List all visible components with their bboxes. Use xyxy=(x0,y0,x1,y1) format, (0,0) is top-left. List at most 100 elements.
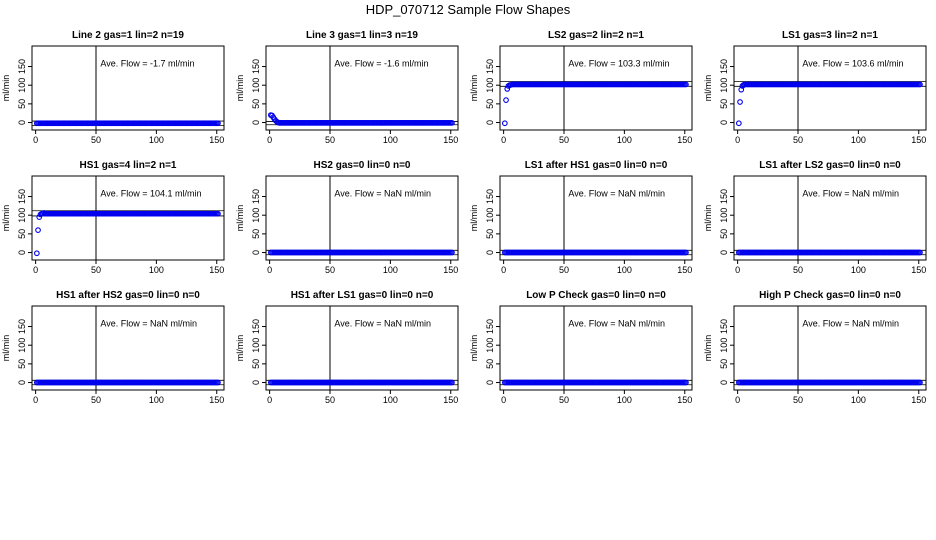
y-tick-label: 0 xyxy=(251,250,261,255)
x-tick-label: 50 xyxy=(91,135,101,145)
average-flow-annotation: Ave. Flow = 103.3 ml/min xyxy=(568,59,669,69)
y-tick-label: 100 xyxy=(17,338,27,353)
chart-panel: HS1 after LS1 gas=0 lin=0 n=0 0 50 100 150 0 5… xyxy=(235,290,459,405)
annotation-bg xyxy=(333,57,430,70)
x-tick-label: 0 xyxy=(33,395,38,405)
plot-frame xyxy=(733,305,927,391)
y-tick-label: 50 xyxy=(17,229,27,239)
y-axis-label: ml/min xyxy=(235,335,245,362)
x-tick-label: 50 xyxy=(559,135,569,145)
average-flow-annotation: Ave. Flow = 104.1 ml/min xyxy=(100,189,201,199)
figure-title: HDP_070712 Sample Flow Shapes xyxy=(366,2,571,17)
x-tick-label: 100 xyxy=(617,395,632,405)
y-tick-label: 0 xyxy=(719,250,729,255)
y-tick-label: 50 xyxy=(17,99,27,109)
y-tick-label: 150 xyxy=(251,59,261,74)
x-tick-label: 50 xyxy=(559,395,569,405)
x-tick-label: 0 xyxy=(501,265,506,275)
x-tick-label: 100 xyxy=(851,135,866,145)
data-points xyxy=(33,210,221,257)
y-tick-label: 150 xyxy=(251,189,261,204)
panel-title: HS1 gas=4 lin=2 n=1 xyxy=(80,160,177,171)
data-point xyxy=(735,120,742,127)
annotation-bg xyxy=(99,57,196,70)
panel-title: HS1 after LS1 gas=0 lin=0 n=0 xyxy=(291,290,434,301)
average-flow-annotation: Ave. Flow = NaN ml/min xyxy=(334,189,431,199)
x-tick-label: 50 xyxy=(325,265,335,275)
y-tick-label: 50 xyxy=(251,229,261,239)
plot-frame xyxy=(31,45,225,131)
y-tick-label: 100 xyxy=(485,78,495,93)
data-point xyxy=(683,379,689,386)
y-tick-label: 0 xyxy=(17,380,27,385)
chart-panel: HS2 gas=0 lin=0 n=0 0 50 100 150 0 50 100 150 ml/… xyxy=(235,160,459,275)
data-point xyxy=(737,99,743,105)
panel-title: LS1 gas=3 lin=2 n=1 xyxy=(782,30,878,41)
chart-panel: LS1 after LS2 gas=0 lin=0 n=0 0 50 100 150 0 5… xyxy=(703,160,927,275)
data-points xyxy=(267,112,455,126)
panel-title: LS2 gas=2 lin=2 n=1 xyxy=(548,30,644,41)
y-tick-label: 50 xyxy=(485,229,495,239)
annotation-bg xyxy=(567,187,667,200)
annotation-bg xyxy=(801,57,905,70)
plot-frame xyxy=(733,175,927,261)
y-axis-label: ml/min xyxy=(235,205,245,232)
y-axis-label: ml/min xyxy=(703,75,713,102)
panel-title: LS1 after LS2 gas=0 lin=0 n=0 xyxy=(759,160,901,171)
plot-frame xyxy=(265,175,459,261)
x-tick-label: 50 xyxy=(793,135,803,145)
annotation-bg xyxy=(567,317,667,330)
panel-title: Line 3 gas=1 lin=3 n=19 xyxy=(306,30,418,41)
y-tick-label: 150 xyxy=(17,59,27,74)
data-point xyxy=(215,120,221,127)
y-tick-label: 50 xyxy=(17,359,27,369)
y-tick-label: 0 xyxy=(719,380,729,385)
x-tick-label: 0 xyxy=(267,265,272,275)
y-tick-label: 50 xyxy=(719,359,729,369)
x-tick-label: 150 xyxy=(209,265,224,275)
y-tick-label: 0 xyxy=(17,120,27,125)
annotation-bg xyxy=(801,317,901,330)
x-tick-label: 150 xyxy=(677,135,692,145)
y-tick-label: 100 xyxy=(251,78,261,93)
y-tick-label: 50 xyxy=(251,99,261,109)
x-tick-label: 150 xyxy=(677,265,692,275)
x-tick-label: 100 xyxy=(851,265,866,275)
y-axis-label: ml/min xyxy=(469,205,479,232)
y-axis-label: ml/min xyxy=(703,335,713,362)
y-tick-label: 50 xyxy=(719,99,729,109)
plot-frame xyxy=(265,45,459,131)
y-tick-label: 50 xyxy=(719,229,729,239)
y-tick-label: 150 xyxy=(719,189,729,204)
y-axis-label: ml/min xyxy=(703,205,713,232)
x-tick-label: 50 xyxy=(91,395,101,405)
y-tick-label: 150 xyxy=(719,59,729,74)
x-tick-label: 100 xyxy=(149,395,164,405)
annotation-bg xyxy=(99,317,199,330)
panel-title: LS1 after HS1 gas=0 lin=0 n=0 xyxy=(525,160,668,171)
x-tick-label: 0 xyxy=(735,135,740,145)
y-tick-label: 150 xyxy=(485,319,495,334)
data-points xyxy=(735,379,923,386)
data-point xyxy=(449,249,455,256)
average-flow-annotation: Ave. Flow = NaN ml/min xyxy=(334,319,431,329)
y-tick-label: 100 xyxy=(251,338,261,353)
chart-panel: Line 2 gas=1 lin=2 n=19 0 50 100 150 0 50 100 15… xyxy=(1,30,225,145)
y-tick-label: 0 xyxy=(251,380,261,385)
chart-panel: LS2 gas=2 lin=2 n=1 0 50 100 150 0 50 100 150 ml/… xyxy=(469,30,693,145)
x-tick-label: 100 xyxy=(617,135,632,145)
x-tick-label: 0 xyxy=(267,135,272,145)
x-tick-label: 0 xyxy=(501,135,506,145)
x-tick-label: 50 xyxy=(559,265,569,275)
y-tick-label: 0 xyxy=(251,120,261,125)
annotation-bg xyxy=(333,187,433,200)
chart-panel: High P Check gas=0 lin=0 n=0 0 50 100 150 0 50… xyxy=(703,290,927,405)
y-tick-label: 50 xyxy=(485,359,495,369)
chart-panel: HS1 gas=4 lin=2 n=1 0 50 100 150 0 50 100 150 ml/… xyxy=(1,160,225,275)
x-tick-label: 150 xyxy=(911,395,926,405)
data-points xyxy=(501,379,689,386)
panel-title: Line 2 gas=1 lin=2 n=19 xyxy=(72,30,184,41)
x-tick-label: 150 xyxy=(911,135,926,145)
x-tick-label: 0 xyxy=(33,135,38,145)
x-tick-label: 50 xyxy=(793,265,803,275)
